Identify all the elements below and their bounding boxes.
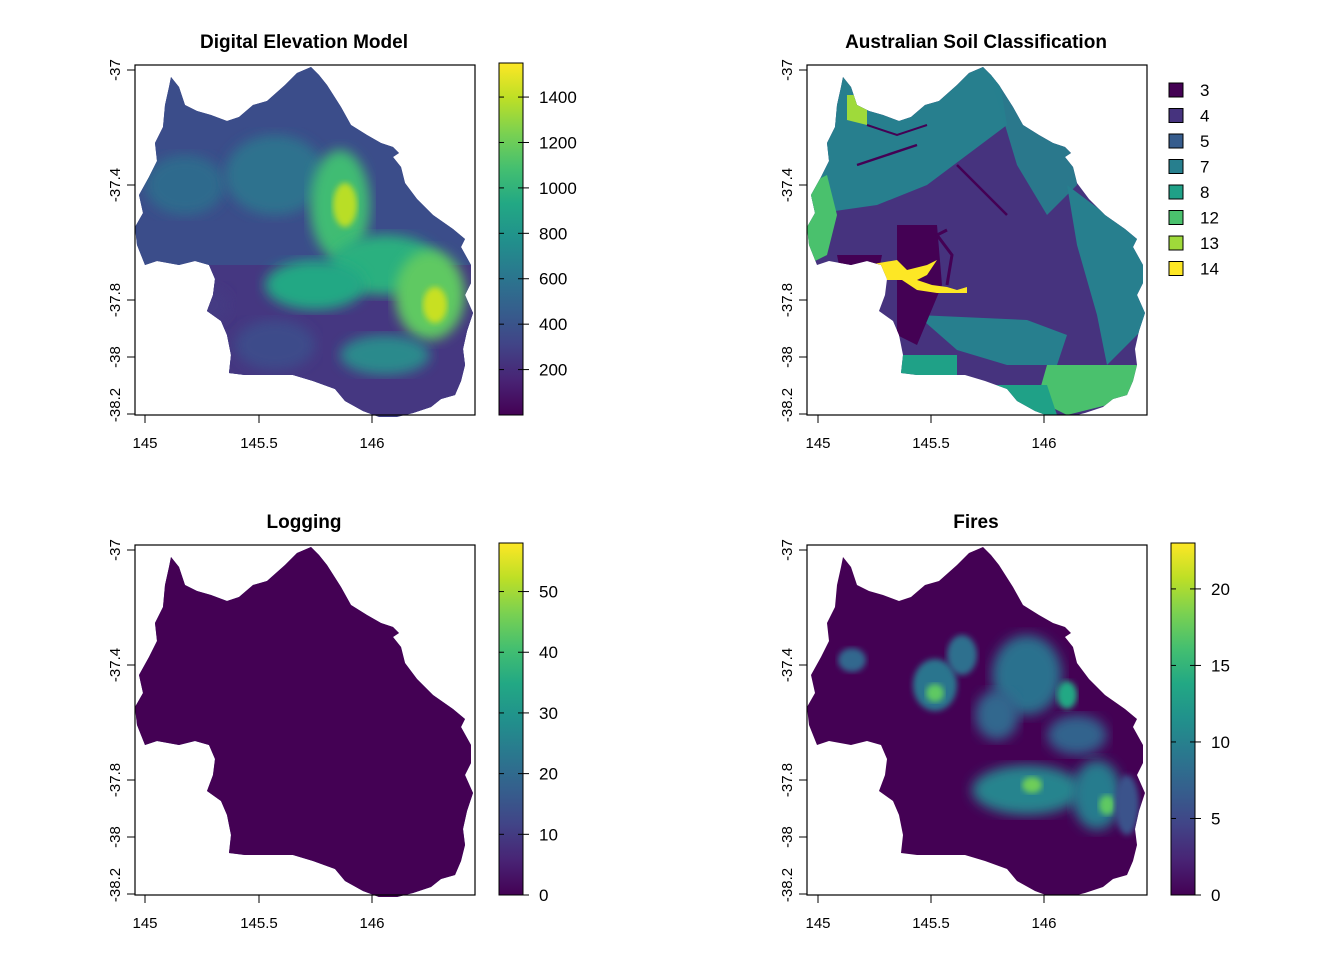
colorbar-tick-label: 1400 (539, 88, 577, 107)
y-tick-label: -38.2 (779, 388, 796, 422)
y-tick-label: -37.4 (779, 648, 796, 682)
legend-swatch (1168, 159, 1184, 174)
y-tick-label: -37.4 (107, 168, 124, 202)
colorbar-tick-label: 1000 (539, 179, 577, 198)
legend-label: 7 (1200, 158, 1209, 177)
plot-frame (134, 544, 476, 896)
y-tick-label: -37 (779, 539, 796, 561)
colorbar-tick-label: 15 (1211, 656, 1230, 675)
colorbar-legend: 50 40 30 20 10 0 (498, 542, 558, 905)
legend-swatch (1168, 82, 1184, 98)
colorbar-legend: 20 15 10 5 0 (1170, 542, 1230, 905)
y-tick-label: -38.2 (107, 388, 124, 422)
x-tick-label: 145 (132, 435, 157, 452)
colorbar-tick-label: 50 (539, 583, 558, 602)
x-axis: 145 145.5 146 (805, 895, 1057, 932)
legend-swatch (1168, 133, 1184, 149)
x-tick-label: 145.5 (912, 915, 950, 932)
x-axis: 145 145.5 146 (132, 415, 385, 452)
y-tick-label: -37 (107, 59, 124, 81)
x-axis: 145 145.5 146 (805, 415, 1057, 452)
colorbar-tick-label: 10 (539, 825, 558, 844)
map-area (807, 67, 1145, 415)
x-tick-label: 145.5 (912, 435, 950, 452)
y-tick-label: -37.8 (779, 763, 796, 797)
colorbar-tick-label: 40 (539, 643, 558, 662)
colorbar-tick-label: 30 (539, 704, 558, 723)
colorbar-tick-label: 0 (1211, 886, 1220, 905)
panel-title: Australian Soil Classification (845, 32, 1107, 53)
y-tick-label: -37.8 (107, 283, 124, 317)
y-tick-label: -37.8 (779, 283, 796, 317)
colorbar (498, 62, 524, 416)
panel-title: Fires (953, 512, 998, 533)
colorbar-tick-label: 10 (1211, 733, 1230, 752)
x-tick-label: 145 (132, 915, 157, 932)
y-tick-label: -38 (779, 826, 796, 848)
x-tick-label: 145 (805, 915, 830, 932)
y-axis: -37 -37.4 -37.8 -38 -38.2 (107, 539, 135, 902)
legend-label: 12 (1200, 209, 1219, 228)
panel-logging: Logging 145 145.5 146 -37 -37.4 -37.8 -3… (107, 512, 558, 932)
x-axis: 145 145.5 146 (132, 895, 385, 932)
legend-swatch (1168, 210, 1184, 225)
legend-swatch (1168, 235, 1184, 251)
panel-title: Digital Elevation Model (200, 32, 408, 53)
y-tick-label: -37 (107, 539, 124, 561)
x-tick-label: 146 (1031, 915, 1056, 932)
map-area (135, 67, 473, 417)
map-area (807, 547, 1145, 895)
legend-label: 4 (1200, 107, 1209, 126)
plot-frame (134, 64, 476, 416)
panel-fires: Fires (779, 512, 1230, 932)
map-area (135, 547, 473, 897)
category-legend: 3 4 5 7 8 12 13 14 (1168, 81, 1219, 279)
x-tick-label: 145.5 (240, 435, 278, 452)
legend-label: 5 (1200, 132, 1209, 151)
y-tick-label: -37.4 (779, 168, 796, 202)
x-tick-label: 145 (805, 435, 830, 452)
x-tick-label: 146 (1031, 435, 1056, 452)
legend-swatch (1168, 184, 1184, 200)
colorbar-tick-label: 20 (539, 765, 558, 784)
legend-swatch (1168, 108, 1184, 123)
y-tick-label: -38 (779, 346, 796, 368)
y-axis: -37 -37.4 -37.8 -38 -38.2 (107, 59, 135, 422)
x-tick-label: 145.5 (240, 915, 278, 932)
plot-frame (806, 64, 1148, 416)
y-tick-label: -37.4 (107, 648, 124, 682)
y-tick-label: -37.8 (107, 763, 124, 797)
y-tick-label: -38.2 (779, 868, 796, 902)
panel-soil: Australian Soil Classification (779, 32, 1219, 452)
legend-label: 8 (1200, 183, 1209, 202)
y-tick-label: -38 (107, 826, 124, 848)
colorbar-tick-label: 200 (539, 361, 567, 380)
legend-label: 14 (1200, 260, 1219, 279)
legend-label: 13 (1200, 234, 1219, 253)
colorbar-tick-label: 0 (539, 886, 548, 905)
x-tick-label: 146 (359, 435, 384, 452)
y-tick-label: -38.2 (107, 868, 124, 902)
legend-swatch (1168, 261, 1184, 276)
colorbar-tick-label: 1200 (539, 133, 577, 152)
plot-frame (806, 544, 1148, 896)
colorbar-tick-label: 5 (1211, 809, 1220, 828)
colorbar-tick-label: 20 (1211, 580, 1230, 599)
colorbar-tick-label: 600 (539, 270, 567, 289)
panel-dem: Digital Elevation Model (107, 32, 577, 452)
colorbar-tick-label: 400 (539, 315, 567, 334)
colorbar-tick-label: 800 (539, 224, 567, 243)
legend-label: 3 (1200, 81, 1209, 100)
y-tick-label: -37 (779, 59, 796, 81)
colorbar (1170, 542, 1196, 896)
colorbar-legend: 1400 1200 1000 800 600 400 200 (498, 62, 577, 416)
panel-title: Logging (267, 512, 342, 533)
colorbar (498, 542, 524, 896)
x-tick-label: 146 (359, 915, 384, 932)
y-tick-label: -38 (107, 346, 124, 368)
y-axis: -37 -37.4 -37.8 -38 -38.2 (779, 59, 807, 422)
y-axis: -37 -37.4 -37.8 -38 -38.2 (779, 539, 807, 902)
